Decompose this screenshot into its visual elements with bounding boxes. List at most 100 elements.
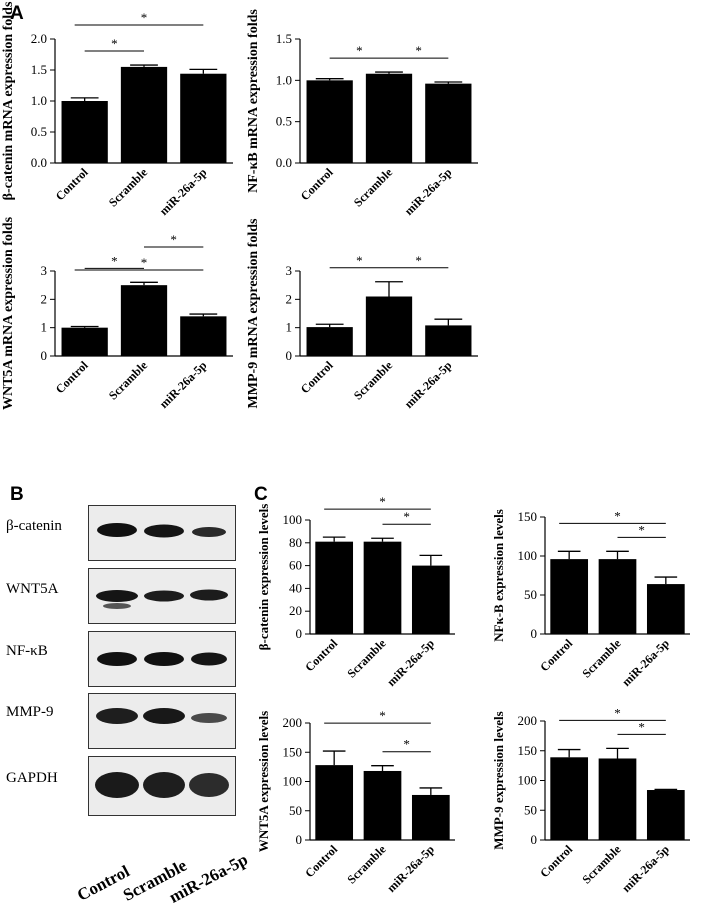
bar	[365, 296, 413, 356]
blot-bands	[95, 772, 229, 798]
bar	[411, 565, 450, 634]
panel-label-a: A	[10, 3, 24, 24]
bar	[61, 327, 108, 356]
bar	[365, 73, 413, 163]
y-tick-label: 0.0	[31, 155, 47, 170]
bar	[120, 285, 168, 356]
y-axis-label: WNT5A expression levels	[256, 711, 271, 852]
y-tick-label: 200	[283, 715, 303, 730]
blot-bands	[97, 652, 227, 666]
y-tick-label: 100	[283, 774, 303, 789]
significance-star: *	[415, 43, 422, 58]
y-tick-label: 2	[286, 291, 293, 306]
blot-bands	[96, 589, 228, 609]
blot-image	[88, 693, 236, 749]
bar-chart: 0 1 2 3 WNT5A mRNA expression folds Control Sc…	[1, 216, 233, 411]
bar-chart: 0 50 100 150 NFκ-B expression levels Control S…	[491, 508, 690, 689]
y-tick-label: 0.5	[276, 114, 292, 129]
bar	[306, 80, 353, 163]
bar	[411, 794, 450, 840]
bar	[646, 584, 685, 634]
significance-star: *	[403, 737, 410, 752]
blot-bands	[96, 708, 227, 724]
x-tick-label: Scramble	[579, 636, 624, 681]
bar	[425, 83, 472, 163]
y-axis-label: NF-κB mRNA expression folds	[246, 9, 261, 193]
panel-label-b: B	[10, 484, 24, 505]
blot-row-label: NF-κB	[6, 643, 48, 659]
bar	[315, 541, 354, 634]
bar	[425, 325, 472, 356]
y-tick-label: 3	[286, 263, 293, 278]
y-tick-label: 0	[286, 348, 293, 363]
bar	[61, 101, 108, 163]
x-tick-label: miR-26a-5p	[157, 358, 210, 411]
y-axis-label: MMP-9 mRNA expression folds	[246, 218, 261, 408]
bar	[120, 66, 168, 163]
bar-chart: 0 50 100 150 200 MMP-9 expression levels Contr…	[491, 705, 690, 895]
y-tick-label: 1	[286, 320, 293, 335]
significance-star: *	[111, 36, 118, 51]
y-tick-label: 0	[296, 832, 303, 847]
y-axis-label: β-catenin expression levels	[256, 504, 271, 651]
x-tick-label: Control	[537, 636, 575, 674]
y-tick-label: 50	[289, 803, 302, 818]
bar-chart: 0 20 40 60 80 100 β-catenin expression levels C…	[256, 494, 455, 689]
y-tick-label: 50	[524, 802, 537, 817]
significance-star: *	[638, 522, 645, 537]
y-tick-label: 0.0	[276, 155, 292, 170]
significance-star: *	[141, 255, 148, 270]
significance-star: *	[141, 10, 148, 25]
y-tick-label: 0.5	[31, 124, 47, 139]
bar	[598, 559, 637, 634]
y-tick-label: 100	[283, 512, 303, 527]
x-tick-label: Scramble	[351, 358, 396, 403]
y-tick-label: 0	[531, 832, 538, 847]
y-tick-label: 150	[518, 509, 538, 524]
bar	[550, 757, 589, 840]
x-tick-label: Scramble	[106, 165, 151, 210]
x-tick-label: miR-26a-5p	[384, 842, 437, 895]
blot-row-label: WNT5A	[6, 581, 59, 597]
bar-chart: 0.0 0.5 1.0 1.5 NF-κB mRNA expression folds C…	[246, 9, 478, 218]
x-tick-label: Control	[298, 165, 336, 203]
y-tick-label: 80	[289, 535, 302, 550]
y-tick-label: 0	[531, 626, 538, 641]
y-tick-label: 2.0	[31, 31, 47, 46]
blot-image	[88, 631, 236, 687]
bar	[550, 559, 589, 634]
x-tick-label: Scramble	[344, 842, 389, 887]
y-tick-label: 2	[41, 291, 48, 306]
significance-star: *	[379, 708, 386, 723]
significance-star: *	[638, 719, 645, 734]
blot-row-label: GAPDH	[6, 770, 58, 786]
x-tick-label: Control	[53, 165, 91, 203]
significance-star: *	[111, 253, 118, 268]
x-tick-label: miR-26a-5p	[619, 842, 672, 895]
y-tick-label: 100	[518, 548, 538, 563]
blot-row-label: MMP-9	[6, 704, 54, 720]
y-axis-label: MMP-9 expression levels	[491, 711, 506, 849]
significance-star: *	[379, 494, 386, 509]
bar	[180, 73, 227, 163]
x-tick-label: miR-26a-5p	[402, 358, 455, 411]
y-tick-label: 150	[283, 744, 303, 759]
y-tick-label: 1	[41, 320, 48, 335]
y-tick-label: 50	[524, 587, 537, 602]
blot-image	[88, 756, 236, 816]
significance-star: *	[614, 508, 621, 523]
x-tick-label: Scramble	[351, 165, 396, 210]
blot-image	[88, 505, 236, 561]
y-tick-label: 20	[289, 603, 302, 618]
significance-star: *	[356, 43, 363, 58]
bar	[363, 770, 402, 840]
y-axis-label: NFκ-B expression levels	[491, 509, 506, 642]
bar	[363, 541, 402, 634]
y-tick-label: 1.5	[31, 62, 47, 77]
x-tick-label: miR-26a-5p	[619, 636, 672, 689]
y-tick-label: 1.5	[276, 31, 292, 46]
blot-bands	[97, 523, 226, 538]
bar	[306, 327, 353, 356]
y-tick-label: 3	[41, 263, 48, 278]
blot-image	[88, 568, 236, 624]
